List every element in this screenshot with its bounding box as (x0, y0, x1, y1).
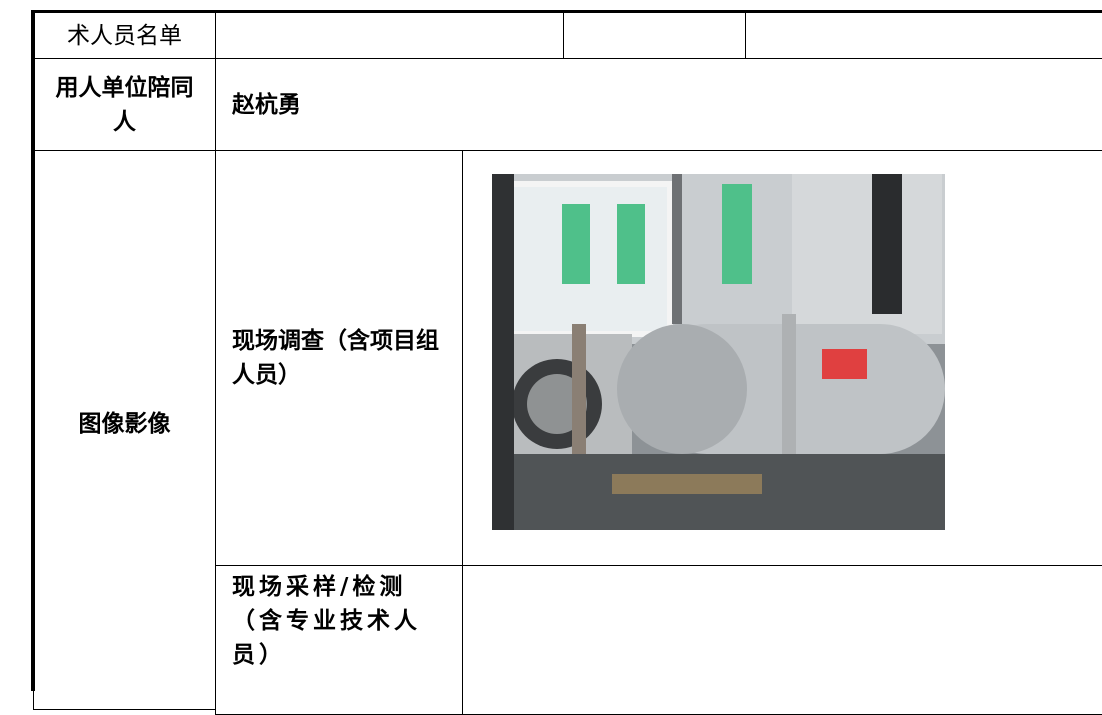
cell-label: 现场采样/检测（含专业技术人员） (215, 565, 463, 715)
label: 图像影像 (78, 411, 171, 437)
border (31, 10, 35, 691)
label: 用人单位陪同人 (55, 74, 194, 135)
cell-photo (462, 150, 1102, 566)
cell-label: 术人员名单 (33, 12, 216, 59)
page: 术人员名单 用人单位陪同人 赵杭勇 图像影像 现场调查（含项目组人员） (31, 10, 1102, 715)
photo (492, 174, 945, 530)
cell-label: 图像影像 (33, 150, 216, 710)
border (31, 10, 1102, 13)
label: 现场采样/检测（含专业技术人员） (232, 574, 421, 668)
cell-label: 用人单位陪同人 (33, 58, 216, 151)
cell-empty (563, 12, 746, 59)
label: 现场调查（含项目组人员） (232, 328, 439, 388)
value: 赵杭勇 (232, 91, 301, 118)
cell-empty (462, 565, 1102, 715)
cell-empty (215, 12, 564, 59)
label: 术人员名单 (67, 22, 182, 49)
cell-value: 赵杭勇 (215, 58, 1102, 151)
cell-label: 现场调查（含项目组人员） (215, 150, 463, 566)
cell-empty (745, 12, 1102, 59)
